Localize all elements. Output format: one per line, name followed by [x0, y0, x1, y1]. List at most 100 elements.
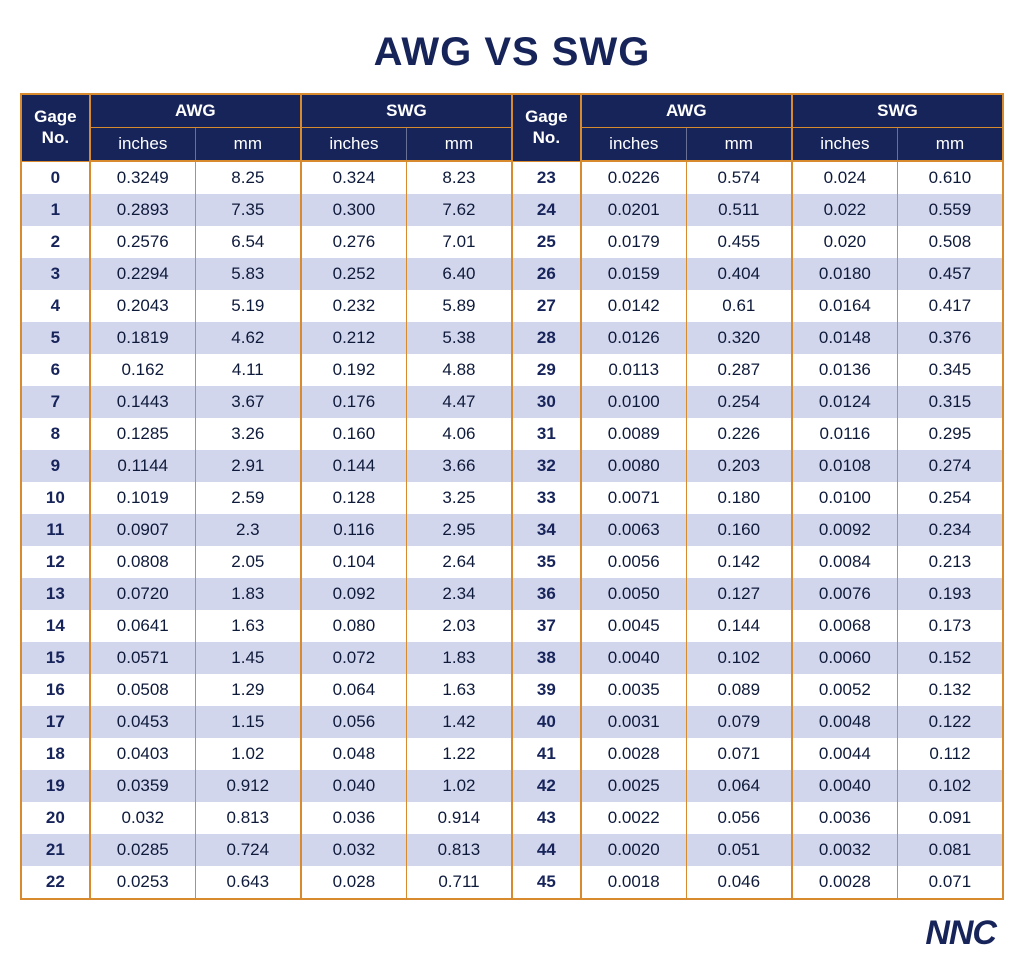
cell-value: 0.213: [897, 546, 1003, 578]
table-body: 00.32498.250.3248.23230.02260.5740.0240.…: [21, 161, 1003, 899]
cell-value: 0.0076: [792, 578, 898, 610]
cell-value: 0.180: [686, 482, 792, 514]
sub-swg-in-r: inches: [792, 128, 898, 162]
cell-gage: 35: [512, 546, 581, 578]
cell-gage: 45: [512, 866, 581, 899]
cell-value: 0.3249: [90, 161, 196, 194]
cell-value: 0.048: [301, 738, 407, 770]
cell-value: 0.091: [897, 802, 1003, 834]
cell-gage: 7: [21, 386, 90, 418]
cell-gage: 43: [512, 802, 581, 834]
cell-value: 0.276: [301, 226, 407, 258]
table-row: 170.04531.150.0561.42400.00310.0790.0048…: [21, 706, 1003, 738]
cell-value: 0.104: [301, 546, 407, 578]
cell-value: 1.45: [195, 642, 301, 674]
cell-value: 0.128: [301, 482, 407, 514]
cell-value: 0.574: [686, 161, 792, 194]
cell-value: 1.63: [195, 610, 301, 642]
cell-value: 0.0052: [792, 674, 898, 706]
cell-gage: 5: [21, 322, 90, 354]
cell-gage: 15: [21, 642, 90, 674]
cell-value: 0.203: [686, 450, 792, 482]
cell-value: 0.132: [897, 674, 1003, 706]
cell-value: 0.274: [897, 450, 1003, 482]
cell-value: 4.62: [195, 322, 301, 354]
cell-value: 0.089: [686, 674, 792, 706]
table-row: 60.1624.110.1924.88290.01130.2870.01360.…: [21, 354, 1003, 386]
cell-value: 2.64: [406, 546, 512, 578]
cell-value: 0.046: [686, 866, 792, 899]
cell-value: 0.0164: [792, 290, 898, 322]
cell-value: 1.42: [406, 706, 512, 738]
cell-value: 0.079: [686, 706, 792, 738]
cell-value: 0.0148: [792, 322, 898, 354]
cell-value: 5.83: [195, 258, 301, 290]
gauge-table: GageNo. AWG SWG GageNo. AWG SWG inches m…: [20, 93, 1004, 900]
cell-value: 0.112: [897, 738, 1003, 770]
cell-gage: 21: [21, 834, 90, 866]
cell-value: 7.62: [406, 194, 512, 226]
cell-value: 0.2043: [90, 290, 196, 322]
cell-value: 0.0025: [581, 770, 687, 802]
cell-value: 3.25: [406, 482, 512, 514]
cell-value: 1.63: [406, 674, 512, 706]
cell-gage: 2: [21, 226, 90, 258]
cell-value: 0.1144: [90, 450, 196, 482]
table-row: 30.22945.830.2526.40260.01590.4040.01800…: [21, 258, 1003, 290]
cell-value: 0.287: [686, 354, 792, 386]
cell-gage: 36: [512, 578, 581, 610]
cell-gage: 40: [512, 706, 581, 738]
cell-gage: 31: [512, 418, 581, 450]
brand-logo: NNC: [20, 914, 996, 953]
cell-value: 0.0116: [792, 418, 898, 450]
cell-value: 0.152: [897, 642, 1003, 674]
cell-value: 0.064: [686, 770, 792, 802]
table-row: 40.20435.190.2325.89270.01420.610.01640.…: [21, 290, 1003, 322]
cell-value: 0.192: [301, 354, 407, 386]
cell-value: 0.0036: [792, 802, 898, 834]
sub-awg-in-l: inches: [90, 128, 196, 162]
table-row: 90.11442.910.1443.66320.00800.2030.01080…: [21, 450, 1003, 482]
col-swg-left: SWG: [301, 94, 512, 128]
cell-value: 0.295: [897, 418, 1003, 450]
cell-value: 4.88: [406, 354, 512, 386]
cell-value: 0.0063: [581, 514, 687, 546]
cell-value: 7.35: [195, 194, 301, 226]
cell-value: 0.252: [301, 258, 407, 290]
cell-value: 0.0571: [90, 642, 196, 674]
page-title: AWG VS SWG: [20, 30, 1004, 75]
cell-value: 4.11: [195, 354, 301, 386]
cell-value: 5.38: [406, 322, 512, 354]
cell-value: 0.1285: [90, 418, 196, 450]
cell-value: 0.176: [301, 386, 407, 418]
cell-value: 1.02: [406, 770, 512, 802]
cell-value: 0.324: [301, 161, 407, 194]
cell-value: 1.83: [406, 642, 512, 674]
cell-value: 2.34: [406, 578, 512, 610]
col-gage-left: GageNo.: [21, 94, 90, 161]
cell-gage: 26: [512, 258, 581, 290]
cell-value: 0.0028: [792, 866, 898, 899]
cell-value: 0.226: [686, 418, 792, 450]
cell-value: 0.0108: [792, 450, 898, 482]
cell-value: 0.0285: [90, 834, 196, 866]
cell-value: 0.0045: [581, 610, 687, 642]
cell-value: 0.0022: [581, 802, 687, 834]
cell-value: 0.404: [686, 258, 792, 290]
cell-value: 0.0808: [90, 546, 196, 578]
cell-value: 0.0084: [792, 546, 898, 578]
cell-value: 0.071: [897, 866, 1003, 899]
cell-gage: 13: [21, 578, 90, 610]
cell-gage: 38: [512, 642, 581, 674]
cell-value: 0.122: [897, 706, 1003, 738]
cell-value: 0.1443: [90, 386, 196, 418]
cell-value: 0.160: [301, 418, 407, 450]
cell-value: 4.47: [406, 386, 512, 418]
cell-gage: 28: [512, 322, 581, 354]
cell-value: 0.254: [897, 482, 1003, 514]
cell-gage: 19: [21, 770, 90, 802]
cell-value: 0.0100: [792, 482, 898, 514]
cell-value: 0.0044: [792, 738, 898, 770]
cell-value: 0.144: [301, 450, 407, 482]
table-row: 20.25766.540.2767.01250.01790.4550.0200.…: [21, 226, 1003, 258]
